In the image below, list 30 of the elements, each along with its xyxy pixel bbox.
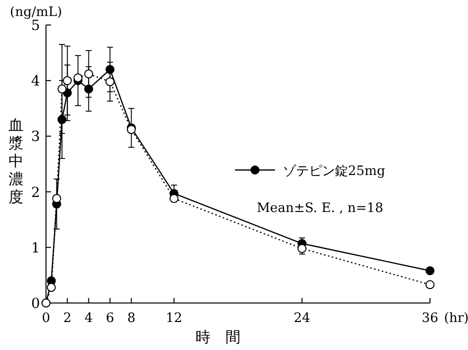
- x-tick-label: 24: [294, 311, 310, 326]
- ylabel: 血漿中濃度: [8, 116, 24, 206]
- x-tick-label: 4: [84, 311, 93, 326]
- x-tick-label: 0: [42, 311, 50, 326]
- annotation: Mean±S. E. , n=18: [256, 201, 384, 216]
- y-tick-label: 1: [31, 240, 40, 256]
- x-axis-title: 時 間: [196, 328, 240, 346]
- text: (ng/mL): [10, 5, 62, 20]
- x-tick-label: 6: [106, 311, 114, 326]
- point: [426, 266, 434, 276]
- point: [84, 69, 94, 78]
- point: [426, 280, 434, 290]
- x-tick-label: 12: [166, 311, 182, 326]
- point: [46, 282, 56, 292]
- x-tick-label: 2: [63, 311, 72, 326]
- legend-label: ゾテピン錠25mg: [283, 164, 386, 179]
- y-tick-label: 2: [31, 184, 40, 201]
- text: (hr): [444, 311, 468, 326]
- point: [62, 76, 72, 86]
- point: [58, 84, 66, 94]
- y-tick-label: 5: [31, 18, 40, 34]
- point: [74, 73, 82, 82]
- y-tick-label: 0: [31, 296, 40, 312]
- point: [106, 77, 114, 86]
- y-tick-label: 3: [31, 129, 40, 146]
- x-tick-label: 36: [422, 311, 438, 326]
- legend: ゾテピン錠25mg: [235, 164, 386, 179]
- x-tick-label: 8: [127, 311, 136, 326]
- point: [52, 194, 62, 203]
- y-tick-label: 4: [31, 74, 40, 90]
